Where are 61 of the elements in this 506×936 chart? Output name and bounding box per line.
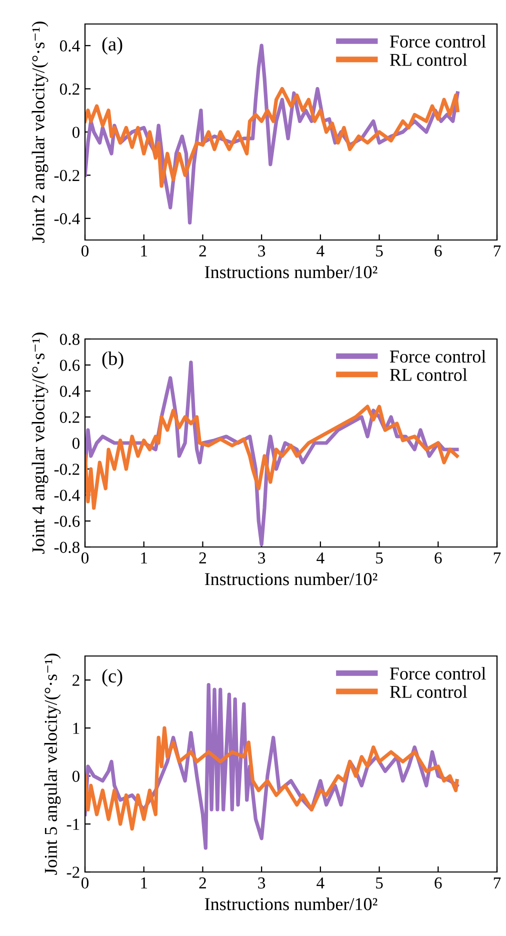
x-tick-label: 1 <box>141 552 148 564</box>
annotation: (b) <box>102 351 124 370</box>
legend-label: Force control <box>390 666 486 680</box>
y-tick-label: 0.2 <box>60 412 80 424</box>
line-series <box>85 726 459 831</box>
x-tick-label: 4 <box>316 877 324 888</box>
x-tick-label: 6 <box>434 245 442 257</box>
x-tick-label: 0 <box>81 877 89 889</box>
x-tick-label: 4 <box>316 552 324 564</box>
y-tick-label: -1 <box>66 818 80 830</box>
y-tick-label: 0 <box>72 126 80 138</box>
legend-label: RL control <box>390 53 468 66</box>
legend-label: Force control <box>390 350 486 363</box>
x-tick-label: 5 <box>376 878 383 889</box>
y-axis-title: Joint 5 angular velocity/(°·s⁻¹) <box>44 654 61 875</box>
x-tick-label: 5 <box>376 246 383 257</box>
x-tick-label: 7 <box>494 552 501 564</box>
x-tick-label: 2 <box>199 877 206 888</box>
x-axis-title: Instructions number/10² <box>204 898 378 910</box>
y-tick-label: 0 <box>72 770 80 782</box>
y-tick-label: 0.4 <box>60 40 80 52</box>
y-axis-title: Joint 2 angular velocity/(°·s⁻¹) <box>32 22 48 243</box>
x-tick-label: 2 <box>199 552 206 564</box>
x-tick-label: 2 <box>199 245 206 256</box>
y-tick-label: -0.6 <box>54 516 80 528</box>
x-tick-label: 6 <box>434 552 442 564</box>
y-tick-label: 0.4 <box>60 386 80 398</box>
line-series <box>85 86 460 188</box>
y-tick-label: -0.2 <box>54 464 80 476</box>
x-axis-title: Instructions number/10² <box>204 266 378 278</box>
annotation: (c) <box>102 668 122 687</box>
x-tick-label: 3 <box>258 245 266 257</box>
y-tick-label: 2 <box>72 674 80 686</box>
annotation: (a) <box>102 36 122 55</box>
x-tick-label: 7 <box>494 878 501 888</box>
legend-label: Force control <box>390 34 486 48</box>
line-series <box>85 404 459 510</box>
x-tick-label: 3 <box>258 877 266 889</box>
y-tick-label: 0 <box>72 438 80 449</box>
x-tick-label: 3 <box>258 552 266 564</box>
y-axis-title: Joint 4 angular velocity/(°·s⁻¹) <box>32 332 48 554</box>
y-tick-label: 0.2 <box>60 84 80 95</box>
x-tick-label: 1 <box>141 877 148 888</box>
x-tick-label: 5 <box>376 552 383 564</box>
x-tick-label: 7 <box>494 246 501 256</box>
y-tick-label: -0.4 <box>54 490 80 502</box>
y-tick-label: 0.8 <box>60 334 80 346</box>
y-tick-label: -2 <box>66 866 80 878</box>
y-tick-label: -0.8 <box>54 542 80 554</box>
x-tick-label: 6 <box>434 877 442 889</box>
legend-label: RL control <box>390 368 468 381</box>
x-tick-label: 1 <box>141 245 148 256</box>
y-tick-label: -0.4 <box>54 213 80 224</box>
legend-label: RL control <box>390 685 468 698</box>
x-tick-label: 4 <box>316 245 324 256</box>
y-tick-label: 1 <box>73 722 80 734</box>
y-tick-label: 0.6 <box>60 360 80 372</box>
x-tick-label: 0 <box>81 552 89 564</box>
x-tick-label: 0 <box>81 245 89 257</box>
y-tick-label: -0.2 <box>54 170 80 182</box>
x-axis-title: Instructions number/10² <box>204 572 378 586</box>
